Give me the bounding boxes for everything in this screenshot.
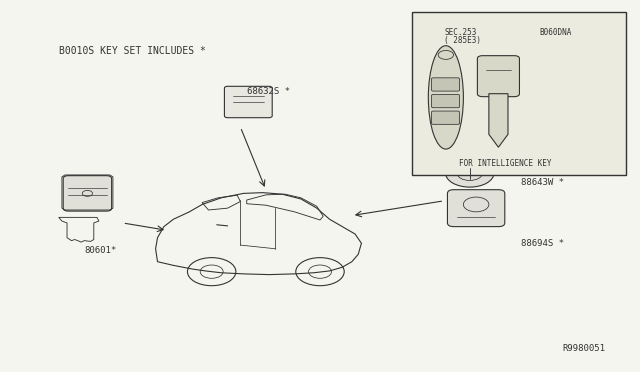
Text: SEC.253: SEC.253: [444, 28, 477, 37]
FancyBboxPatch shape: [63, 176, 111, 211]
FancyBboxPatch shape: [412, 13, 626, 175]
Text: ( 285E3): ( 285E3): [444, 36, 481, 45]
Text: R9980051: R9980051: [562, 344, 605, 353]
Text: B060DNA: B060DNA: [540, 28, 572, 37]
Polygon shape: [489, 94, 508, 147]
FancyBboxPatch shape: [431, 111, 460, 124]
Text: 80601*: 80601*: [84, 246, 116, 255]
FancyBboxPatch shape: [225, 86, 272, 118]
FancyBboxPatch shape: [431, 78, 460, 91]
Ellipse shape: [428, 46, 463, 149]
FancyBboxPatch shape: [447, 190, 505, 227]
Circle shape: [445, 159, 494, 187]
Text: B0010S KEY SET INCLUDES *: B0010S KEY SET INCLUDES *: [59, 46, 205, 56]
Text: 88643W *: 88643W *: [521, 178, 564, 187]
Text: FOR INTELLIGENCE KEY: FOR INTELLIGENCE KEY: [459, 158, 552, 168]
FancyBboxPatch shape: [477, 56, 520, 97]
FancyBboxPatch shape: [431, 94, 460, 108]
Text: 88694S *: 88694S *: [521, 239, 564, 248]
Text: 68632S *: 68632S *: [246, 87, 290, 96]
